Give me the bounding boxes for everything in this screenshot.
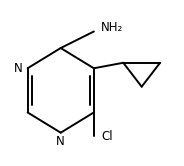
Text: N: N [56, 135, 65, 148]
Text: NH₂: NH₂ [101, 21, 123, 34]
Text: Cl: Cl [101, 130, 113, 143]
Text: N: N [14, 62, 23, 75]
